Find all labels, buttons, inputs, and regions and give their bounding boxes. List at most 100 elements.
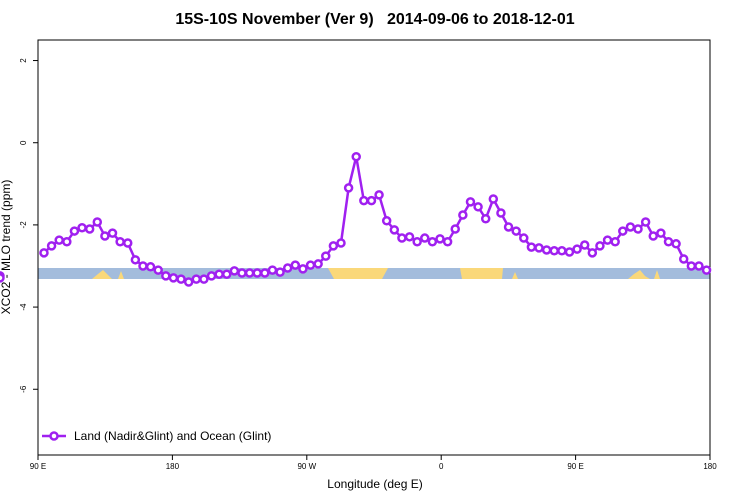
data-point [237,268,247,278]
data-point [252,268,262,278]
data-point [503,222,514,232]
data-point [458,210,468,220]
data-point [366,195,377,206]
chart-title: 15S-10S November (Ver 9) 2014-09-06 to 2… [175,11,574,28]
data-point [618,226,628,236]
data-point [183,277,194,287]
data-point [389,225,400,235]
data-point [321,251,331,261]
y-tick-label: -4 [19,303,28,311]
data-point [161,271,171,281]
data-point [343,183,354,193]
data-point [701,265,712,275]
land-strip [92,270,112,279]
data-point [138,261,148,271]
data-point [305,260,316,270]
data-point [77,223,87,233]
x-tick-label: 0 [439,462,444,471]
data-point [54,235,64,245]
data-point [442,236,453,247]
data-point [671,239,681,249]
data-point [397,233,407,243]
x-tick-label: 90 W [297,462,316,471]
data-point [534,243,544,253]
data-point [480,213,491,224]
land-strip [328,268,388,279]
data-point [572,244,582,254]
data-point [336,238,346,248]
data-point [465,197,476,207]
y-tick-label: 0 [19,140,28,145]
data-point [260,268,270,278]
data-point [663,236,674,247]
data-point [206,271,217,281]
data-point [686,261,697,271]
data-point [222,269,232,279]
data-point [587,248,598,258]
data-point [298,264,308,274]
data-point [244,268,255,278]
data-point [313,259,323,269]
y-tick-label: -6 [19,385,28,393]
data-point [168,273,179,283]
data-point [153,265,163,275]
data-point [678,254,689,264]
data-point [404,232,415,242]
legend-marker [49,431,59,441]
data-point [541,245,552,255]
data-point [427,236,438,247]
x-tick-label: 180 [166,462,180,471]
data-point [115,236,125,247]
data-point [229,266,240,276]
data-point [640,217,651,227]
data-point [145,262,156,272]
data-point [549,246,559,256]
data-point [381,216,392,226]
data-point [656,228,666,238]
data-point [420,233,430,243]
x-tick-label: 90 E [567,462,583,471]
land-strip [512,272,518,279]
data-point [602,235,613,245]
data-point [191,274,202,284]
data-point [625,222,636,232]
data-point [488,194,499,204]
data-point [0,273,5,283]
data-point [69,226,80,236]
data-point [511,226,521,236]
data-point [122,238,133,248]
data-point [519,233,529,243]
data-point [130,255,141,265]
data-point [374,190,384,200]
legend-label: Land (Nadir&Glint) and Ocean (Glint) [74,429,271,443]
data-point [595,241,605,251]
y-axis-label: XCO2 - MLO trend (ppm) [0,180,13,315]
plot-frame [37,39,711,456]
data-point [176,274,186,284]
data-point [450,224,460,234]
data-point [84,224,95,234]
data-point [473,202,483,212]
land-strip [460,268,503,279]
data-point [214,269,224,279]
data-point [267,265,278,275]
data-point [633,224,643,234]
land-strip [118,271,124,279]
data-point [100,231,110,241]
data-point [435,234,445,244]
data-point [275,267,285,277]
data-point [412,236,422,247]
data-point [557,246,567,256]
data-point [496,208,506,218]
y-tick-label: 2 [19,58,28,63]
land-ocean-strip [38,268,710,279]
x-tick-label: 180 [703,462,717,471]
y-tick-label: -2 [19,221,28,229]
data-point [199,274,209,284]
land-strip [628,270,650,279]
data-point [328,241,339,251]
data-point [62,236,72,247]
data-point [359,195,369,206]
data-point [351,151,361,162]
